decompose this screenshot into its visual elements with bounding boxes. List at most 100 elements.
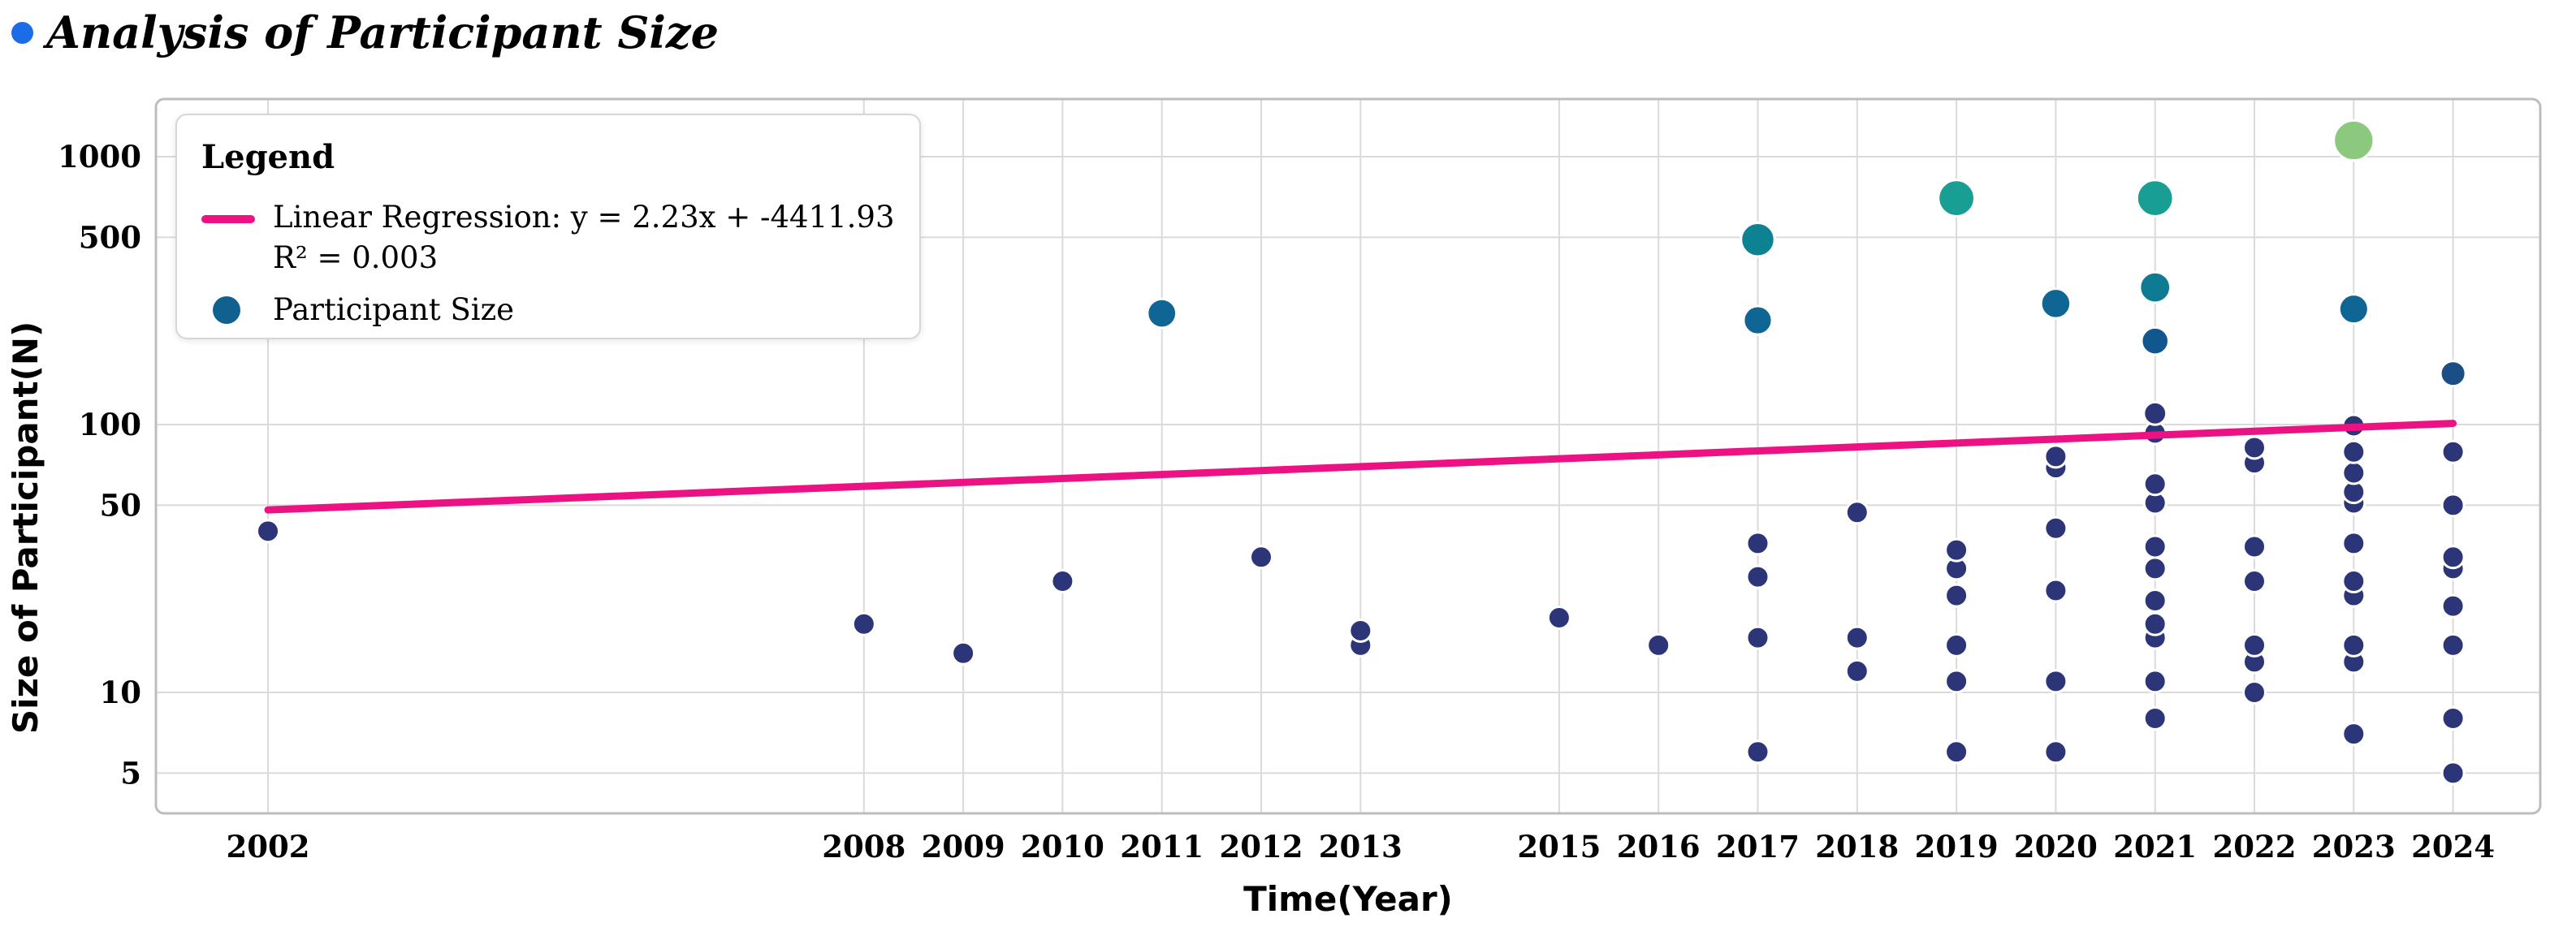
scatter-point — [1844, 625, 1869, 650]
scatter-point — [2440, 632, 2466, 658]
scatter-point — [2142, 400, 2168, 426]
scatter-point — [2440, 593, 2466, 619]
scatter-point — [2242, 680, 2267, 705]
scatter-point — [2341, 569, 2366, 594]
scatter-point — [2439, 360, 2467, 388]
scatter-point — [2341, 460, 2366, 485]
x-tick-label: 2010 — [1021, 829, 1104, 864]
scatter-point — [1944, 669, 1969, 694]
scatter-point — [1745, 531, 1770, 556]
scatter-point — [1844, 658, 1869, 683]
regression-line — [264, 420, 2457, 514]
x-tick-label: 2024 — [2411, 829, 2495, 864]
scatter-point — [1944, 537, 1969, 563]
y-tick-label: 5 — [120, 755, 141, 791]
plot-frame — [154, 97, 2542, 815]
x-tick-label: 2020 — [2014, 829, 2098, 864]
scatter-point — [2440, 705, 2466, 731]
legend-heading: Legend — [201, 138, 335, 176]
x-tick-label: 2015 — [1517, 829, 1601, 864]
scatter-point — [1944, 583, 1969, 608]
scatter-point — [1546, 606, 1571, 631]
page-title: Analysis of Participant Size — [46, 6, 719, 58]
scatter-point — [2140, 326, 2170, 356]
scatter-point — [2142, 589, 2168, 614]
scatter-point — [1937, 179, 1976, 218]
x-tick-label: 2009 — [922, 829, 1005, 864]
scatter-point — [2043, 515, 2068, 541]
y-tick-label: 10 — [100, 675, 142, 710]
x-axis-title: Time(Year) — [1243, 879, 1453, 919]
x-tick-label: 2008 — [822, 829, 905, 864]
scatter-point — [2142, 556, 2168, 581]
x-tick-label: 2019 — [1915, 829, 1999, 864]
scatter-point — [2142, 534, 2168, 559]
scatter-point — [1146, 297, 1178, 330]
y-tick-label: 50 — [100, 487, 142, 523]
scatter-point — [2138, 270, 2172, 304]
scatter-point — [2332, 119, 2375, 162]
scatter-point — [1745, 739, 1770, 765]
scatter-point — [1844, 500, 1869, 525]
scatter-point — [851, 611, 876, 636]
scatter-point — [2341, 531, 2366, 556]
x-tick-label: 2023 — [2312, 829, 2396, 864]
chart-legend: Legend Linear Regression: y = 2.23x + -4… — [175, 114, 921, 339]
scatter-point — [1050, 569, 1075, 594]
scatter-point — [2242, 534, 2267, 559]
scatter-point — [2043, 669, 2068, 694]
scatter-point — [256, 519, 280, 544]
scatter-point — [2142, 472, 2168, 497]
x-tick-label: 2002 — [227, 829, 310, 864]
scatter-point — [2043, 444, 2068, 469]
scatter-point — [1742, 304, 1774, 336]
x-tick-label: 2022 — [2213, 829, 2297, 864]
scatter-point — [2341, 439, 2366, 464]
y-tick-label: 100 — [79, 407, 141, 442]
x-tick-label: 2011 — [1120, 829, 1204, 864]
x-tick-label: 2013 — [1319, 829, 1403, 864]
scatter-point — [2142, 611, 2168, 636]
scatter-point — [1745, 564, 1770, 589]
scatter-point — [1944, 632, 1969, 658]
scatter-point — [2043, 739, 2068, 765]
scatter-point — [1944, 739, 1969, 765]
x-tick-label: 2018 — [1815, 829, 1899, 864]
y-tick-label: 1000 — [58, 139, 141, 175]
scatter-point — [2440, 545, 2466, 570]
y-axis-title: Size of Participant(N) — [6, 321, 45, 734]
scatter-point — [1249, 545, 1273, 570]
x-tick-label: 2017 — [1716, 829, 1800, 864]
scatter-point — [2341, 632, 2366, 658]
scatter-point — [1348, 618, 1373, 643]
participant-dot-swatch-icon — [213, 295, 240, 324]
y-tick-label: 500 — [79, 219, 141, 255]
scatter-point — [2341, 722, 2366, 747]
scatter-point — [2039, 287, 2072, 320]
scatter-point — [2142, 669, 2168, 694]
scatter-point — [2440, 493, 2466, 518]
scatter-point — [2142, 705, 2168, 731]
scatter-point — [2043, 578, 2068, 603]
scatter-point — [2242, 435, 2267, 460]
scatter-point — [1646, 632, 1671, 658]
x-tick-label: 2021 — [2113, 829, 2197, 864]
legend-item-regression: Linear Regression: y = 2.23x + -4411.93 … — [201, 197, 895, 278]
scatter-point — [951, 640, 976, 666]
scatter-point — [1745, 625, 1770, 650]
scatter-point — [2242, 632, 2267, 658]
regression-line-swatch-icon — [201, 215, 255, 223]
legend-regression-label: Linear Regression: y = 2.23x + -4411.93 … — [273, 200, 895, 275]
scatter-point — [2440, 439, 2466, 464]
x-tick-label: 2016 — [1617, 829, 1701, 864]
scatter-point — [2337, 293, 2370, 326]
legend-scatter-label: Participant Size — [273, 291, 515, 327]
scatter-point — [2135, 179, 2175, 218]
chart-header: Analysis of Participant Size — [11, 6, 719, 58]
scatter-point — [2242, 569, 2267, 594]
scatter-point — [1740, 221, 1776, 258]
x-tick-label: 2012 — [1220, 829, 1303, 864]
scatter-point — [2440, 761, 2466, 786]
